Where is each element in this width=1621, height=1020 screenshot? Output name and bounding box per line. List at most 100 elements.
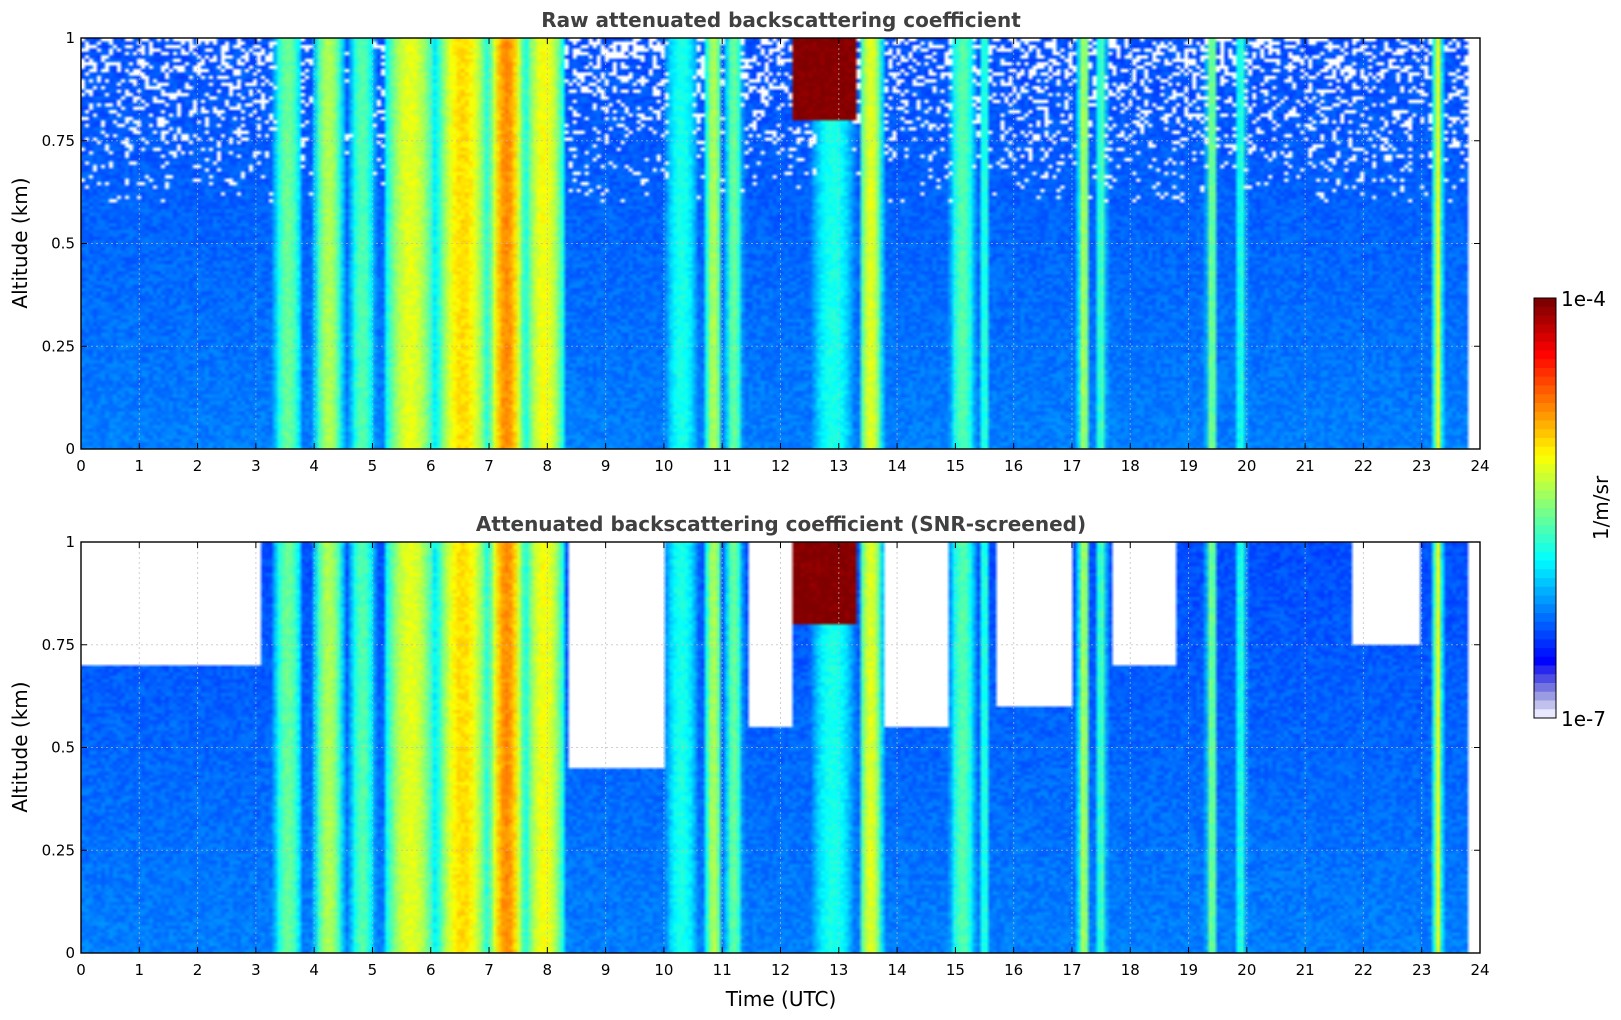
colorbar-gradient bbox=[1534, 298, 1556, 719]
x-tick-label: 9 bbox=[601, 961, 611, 979]
colorbar-band bbox=[1534, 429, 1556, 439]
x-tick-label: 16 bbox=[1004, 961, 1023, 979]
colorbar-band bbox=[1534, 709, 1556, 719]
colorbar-band bbox=[1534, 455, 1556, 465]
colorbar-band bbox=[1534, 359, 1556, 369]
colorbar-band bbox=[1534, 586, 1556, 596]
colorbar-band bbox=[1534, 674, 1556, 684]
colorbar-band bbox=[1534, 665, 1556, 675]
colorbar-band bbox=[1534, 525, 1556, 535]
y-tick-label: 1 bbox=[65, 533, 75, 551]
colorbar-band bbox=[1534, 648, 1556, 658]
x-tick-label: 17 bbox=[1062, 961, 1081, 979]
colorbar-band bbox=[1534, 630, 1556, 640]
x-tick-label: 22 bbox=[1354, 457, 1373, 475]
colorbar-frame bbox=[1533, 297, 1557, 719]
colorbar-band bbox=[1534, 350, 1556, 360]
colorbar-band bbox=[1534, 595, 1556, 605]
x-tick-label: 9 bbox=[601, 457, 611, 475]
x-ticks: 0 1 2 3 4 5 6 7 8 9 10 11 12 13 14 15 16 17 18 19 20 21 22 23 24 bbox=[76, 38, 1490, 475]
panel-raw: Raw attenuated backscattering coefficien… bbox=[8, 8, 1490, 475]
y-tick-label: 0.5 bbox=[51, 739, 75, 757]
colorbar-band bbox=[1534, 446, 1556, 456]
x-tick-label: 1 bbox=[135, 961, 145, 979]
colorbar-band bbox=[1534, 464, 1556, 474]
colorbar-band bbox=[1534, 700, 1556, 710]
x-tick-label: 10 bbox=[654, 457, 673, 475]
x-tick-label: 2 bbox=[193, 961, 203, 979]
colorbar-band bbox=[1534, 420, 1556, 430]
colorbar-band bbox=[1534, 376, 1556, 386]
x-tick-label: 19 bbox=[1179, 961, 1198, 979]
x-tick-label: 15 bbox=[946, 961, 965, 979]
x-tick-label: 20 bbox=[1237, 961, 1256, 979]
y-axis-label: Altitude (km) bbox=[8, 177, 32, 308]
colorbar-band bbox=[1534, 551, 1556, 561]
colorbar-band bbox=[1534, 403, 1556, 413]
colorbar-band bbox=[1534, 385, 1556, 395]
colorbar-band bbox=[1534, 324, 1556, 334]
x-tick-label: 8 bbox=[543, 961, 553, 979]
x-tick-label: 0 bbox=[76, 961, 86, 979]
x-tick-label: 22 bbox=[1354, 961, 1373, 979]
colorbar-band bbox=[1534, 411, 1556, 421]
y-tick-label: 0 bbox=[65, 944, 75, 962]
x-tick-label: 2 bbox=[193, 457, 203, 475]
x-tick-label: 12 bbox=[771, 457, 790, 475]
x-tick-label: 13 bbox=[829, 457, 848, 475]
x-tick-label: 24 bbox=[1470, 457, 1489, 475]
panel-title: Raw attenuated backscattering coefficien… bbox=[541, 8, 1021, 32]
colorbar-band bbox=[1534, 683, 1556, 693]
x-tick-label: 1 bbox=[135, 457, 145, 475]
panel-title: Attenuated backscattering coefficient (S… bbox=[476, 512, 1086, 536]
colorbar-band bbox=[1534, 613, 1556, 623]
x-tick-label: 23 bbox=[1412, 961, 1431, 979]
x-tick-label: 6 bbox=[426, 961, 436, 979]
x-tick-label: 3 bbox=[251, 457, 261, 475]
colorbar-max-label: 1e-4 bbox=[1561, 287, 1606, 311]
x-tick-label: 21 bbox=[1296, 961, 1315, 979]
x-tick-label: 0 bbox=[76, 457, 86, 475]
x-tick-label: 13 bbox=[829, 961, 848, 979]
x-tick-label: 17 bbox=[1062, 457, 1081, 475]
y-ticks: 0 0.25 0.5 0.75 1 bbox=[42, 533, 1480, 962]
colorbar-band bbox=[1534, 516, 1556, 526]
x-tick-label: 12 bbox=[771, 961, 790, 979]
x-tick-label: 14 bbox=[888, 961, 907, 979]
x-tick-label: 11 bbox=[713, 961, 732, 979]
y-tick-label: 0.75 bbox=[42, 132, 75, 150]
x-tick-label: 18 bbox=[1121, 961, 1140, 979]
colorbar-band bbox=[1534, 473, 1556, 483]
colorbar-band bbox=[1534, 569, 1556, 579]
colorbar-band bbox=[1534, 534, 1556, 544]
colorbar-band bbox=[1534, 490, 1556, 500]
x-tick-label: 18 bbox=[1121, 457, 1140, 475]
x-tick-label: 5 bbox=[368, 961, 378, 979]
colorbar-band bbox=[1534, 394, 1556, 404]
x-tick-label: 5 bbox=[368, 457, 378, 475]
colorbar-band bbox=[1534, 639, 1556, 649]
x-tick-label: 10 bbox=[654, 961, 673, 979]
colorbar-band bbox=[1534, 508, 1556, 518]
x-tick-label: 23 bbox=[1412, 457, 1431, 475]
y-tick-label: 0.25 bbox=[42, 337, 75, 355]
x-ticks: 0 1 2 3 4 5 6 7 8 9 10 11 12 13 14 15 16 17 18 19 20 21 22 23 24 bbox=[76, 542, 1490, 979]
x-tick-label: 7 bbox=[484, 457, 494, 475]
colorbar-band bbox=[1534, 578, 1556, 588]
x-tick-label: 7 bbox=[484, 961, 494, 979]
x-tick-label: 16 bbox=[1004, 457, 1023, 475]
y-tick-label: 0.75 bbox=[42, 636, 75, 654]
x-tick-label: 11 bbox=[713, 457, 732, 475]
colorbar-band bbox=[1534, 438, 1556, 448]
panel-screened: Attenuated backscattering coefficient (S… bbox=[8, 512, 1490, 1011]
colorbar-band bbox=[1534, 333, 1556, 343]
colorbar-band bbox=[1534, 306, 1556, 316]
colorbar-band bbox=[1534, 621, 1556, 631]
y-tick-label: 0 bbox=[65, 440, 75, 458]
x-tick-label: 24 bbox=[1470, 961, 1489, 979]
x-tick-label: 4 bbox=[309, 961, 319, 979]
colorbar-band bbox=[1534, 368, 1556, 378]
colorbar-label: 1/m/sr bbox=[1589, 475, 1613, 540]
colorbar-band bbox=[1534, 499, 1556, 509]
colorbar-band bbox=[1534, 656, 1556, 666]
